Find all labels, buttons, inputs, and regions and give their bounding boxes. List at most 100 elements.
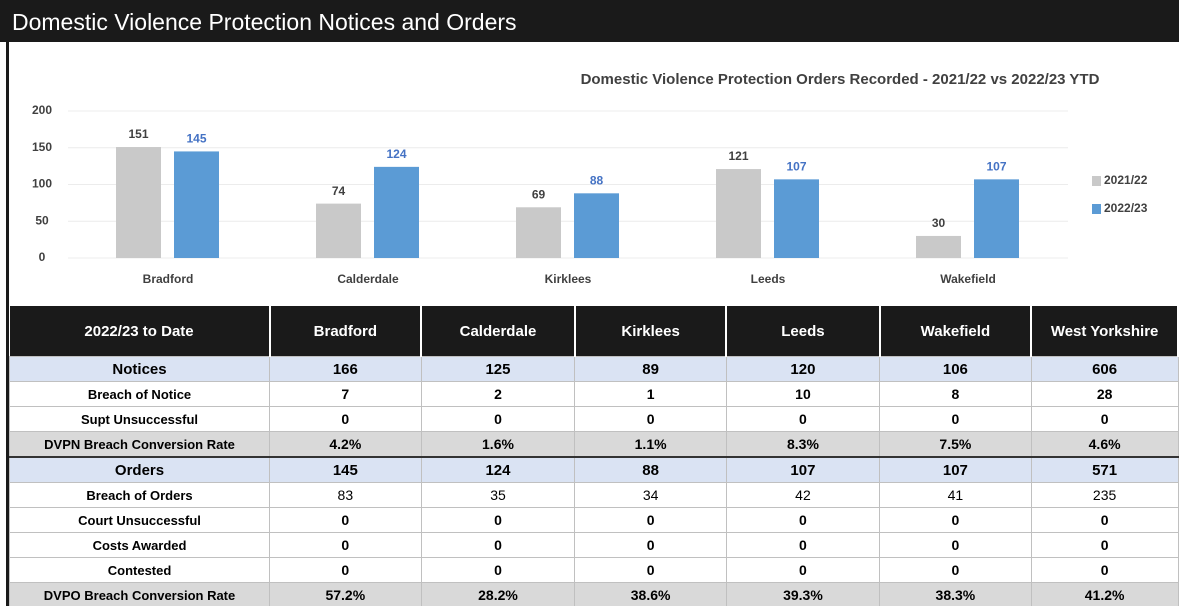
chart-title: Domestic Violence Protection Orders Reco… <box>581 71 1100 88</box>
legend-label: 2022/23 <box>1104 201 1148 215</box>
table-cell: 38.3% <box>879 582 1032 606</box>
y-tick-label: 0 <box>39 250 46 264</box>
table-cell: 0 <box>574 507 727 533</box>
table-cell: 107 <box>725 456 881 483</box>
y-tick-label: 100 <box>32 177 52 191</box>
x-tick-label: Calderdale <box>337 272 399 286</box>
y-tick-label: 50 <box>35 213 49 227</box>
bar <box>316 203 361 258</box>
y-tick-label: 200 <box>32 103 52 117</box>
column-header: Wakefield <box>879 306 1033 357</box>
table-row: Breach of Orders 83 35 34 42 41 235 <box>8 482 1179 508</box>
bar <box>374 166 419 258</box>
table-cell: 89 <box>574 356 727 382</box>
table-cell: 35 <box>420 482 576 508</box>
table-row: Contested 0 0 0 0 0 0 <box>8 557 1179 583</box>
table-cell: 235 <box>1030 482 1179 508</box>
row-label: Court Unsuccessful <box>8 507 271 533</box>
table-cell: 0 <box>574 406 727 432</box>
table-row: Costs Awarded 0 0 0 0 0 0 <box>8 532 1179 558</box>
table-cell: 4.6% <box>1030 431 1179 458</box>
table-cell: 0 <box>725 507 881 533</box>
table-cell: 0 <box>879 532 1032 558</box>
bar <box>116 147 161 258</box>
table-cell: 0 <box>269 532 422 558</box>
column-header: 2022/23 to Date <box>9 306 271 357</box>
table-cell: 1.6% <box>420 431 576 458</box>
table-cell: 38.6% <box>574 582 727 606</box>
legend-label: 2021/22 <box>1104 173 1148 187</box>
data-label: 151 <box>128 127 148 141</box>
table-cell: 41 <box>879 482 1032 508</box>
table-row: DVPO Breach Conversion Rate 57.2% 28.2% 38.… <box>8 582 1179 606</box>
table-cell: 7 <box>269 381 422 407</box>
legend-swatch <box>1092 176 1101 186</box>
column-header: West Yorkshire <box>1031 306 1179 357</box>
table-cell: 0 <box>1030 557 1179 583</box>
x-tick-label: Leeds <box>751 272 786 286</box>
table-cell: 0 <box>420 507 576 533</box>
column-header: Calderdale <box>421 306 576 357</box>
table-cell: 10 <box>725 381 881 407</box>
table-cell: 42 <box>725 482 881 508</box>
table-cell: 0 <box>269 507 422 533</box>
bar <box>974 179 1019 258</box>
table-cell: 0 <box>574 532 727 558</box>
bar <box>174 151 219 258</box>
row-label: DVPO Breach Conversion Rate <box>8 582 271 606</box>
table-row: Supt Unsuccessful 0 0 0 0 0 0 <box>8 406 1179 432</box>
bar <box>774 179 819 258</box>
table-cell: 107 <box>879 456 1032 483</box>
data-label: 69 <box>532 187 546 201</box>
table-cell: 0 <box>420 532 576 558</box>
bar <box>516 207 561 258</box>
table-cell: 0 <box>725 557 881 583</box>
table-cell: 1.1% <box>574 431 727 458</box>
column-header: Leeds <box>726 306 881 357</box>
column-header: Kirklees <box>574 306 728 357</box>
row-label: Breach of Orders <box>8 482 271 508</box>
row-label: Contested <box>8 557 271 583</box>
table-row: Orders 145 124 88 107 107 571 <box>8 456 1179 483</box>
table-cell: 0 <box>879 406 1032 432</box>
row-label: Breach of Notice <box>8 381 271 407</box>
table-cell: 28 <box>1030 381 1179 407</box>
table-cell: 124 <box>420 456 576 483</box>
table-cell: 571 <box>1030 456 1179 483</box>
table-cell: 0 <box>725 406 881 432</box>
table-cell: 1 <box>574 381 727 407</box>
data-label: 107 <box>986 160 1006 174</box>
table-cell: 166 <box>269 356 422 382</box>
y-tick-label: 150 <box>32 140 52 154</box>
table-cell: 83 <box>269 482 422 508</box>
table-row: Notices 166 125 89 120 106 606 <box>8 356 1179 382</box>
table-cell: 0 <box>269 557 422 583</box>
table-cell: 0 <box>725 532 881 558</box>
table-cell: 2 <box>420 381 576 407</box>
table-cell: 57.2% <box>269 582 422 606</box>
data-label: 30 <box>932 216 946 230</box>
table-cell: 0 <box>420 557 576 583</box>
table-cell: 0 <box>879 557 1032 583</box>
row-label: Supt Unsuccessful <box>8 406 271 432</box>
row-label: DVPN Breach Conversion Rate <box>8 431 271 458</box>
border <box>6 42 9 606</box>
table-cell: 39.3% <box>725 582 881 606</box>
row-label: Costs Awarded <box>8 532 271 558</box>
table-cell: 28.2% <box>420 582 576 606</box>
bar <box>574 193 619 258</box>
row-label: Notices <box>8 356 271 382</box>
x-tick-label: Bradford <box>143 272 194 286</box>
legend-swatch <box>1092 204 1101 214</box>
header-row: 2022/23 to Date Bradford Calderdale Kirklee… <box>9 306 1179 357</box>
data-label: 74 <box>332 184 346 198</box>
table-cell: 88 <box>574 456 727 483</box>
column-header: Bradford <box>269 306 423 357</box>
table-cell: 34 <box>574 482 727 508</box>
table-cell: 0 <box>1030 406 1179 432</box>
bar <box>916 235 961 258</box>
table-cell: 0 <box>269 406 422 432</box>
data-label: 145 <box>186 132 206 146</box>
table-cell: 0 <box>1030 507 1179 533</box>
table-cell: 8 <box>879 381 1032 407</box>
